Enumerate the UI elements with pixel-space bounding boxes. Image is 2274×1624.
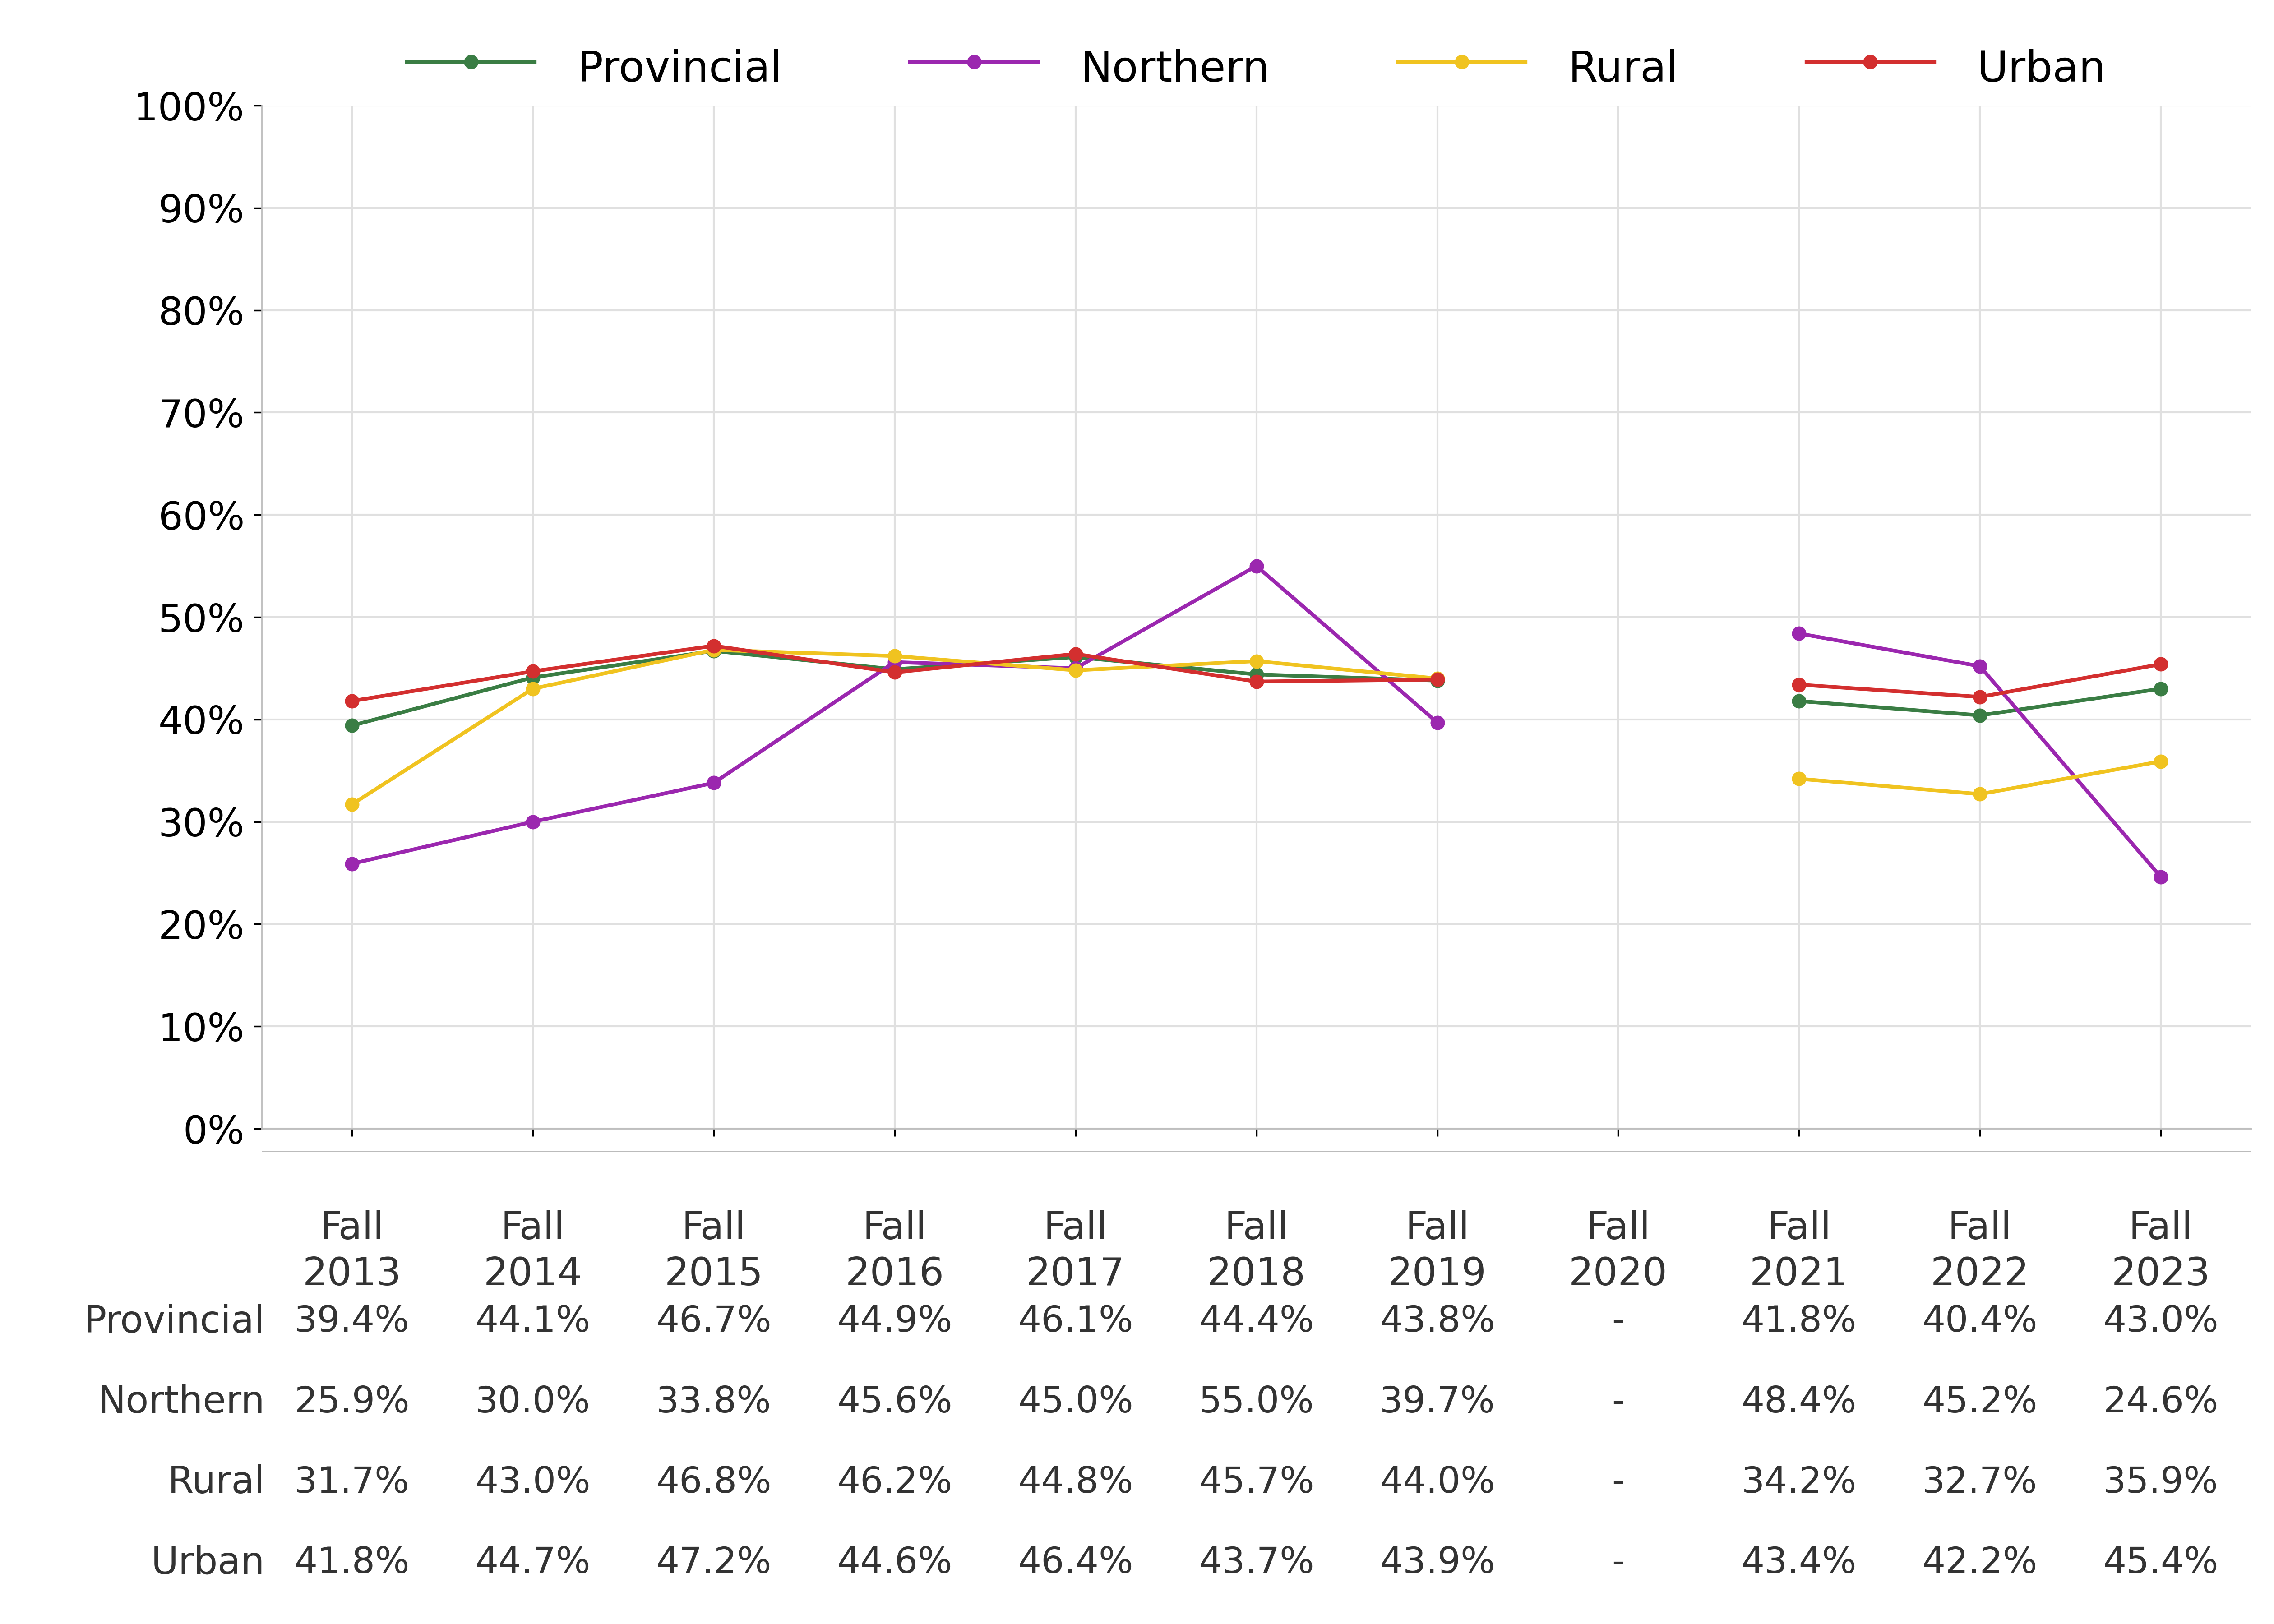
Text: 31.7%: 31.7% — [293, 1465, 409, 1501]
Rural — [518, 679, 546, 698]
Urban — [880, 663, 907, 682]
Text: Fall
2013: Fall 2013 — [302, 1210, 402, 1294]
Text: 43.0%: 43.0% — [2103, 1304, 2219, 1340]
Text: Rural: Rural — [168, 1465, 266, 1501]
Text: 39.4%: 39.4% — [293, 1304, 409, 1340]
Text: 44.0%: 44.0% — [1380, 1465, 1494, 1501]
Northern — [339, 854, 366, 874]
Provincial — [880, 659, 907, 679]
Text: 47.2%: 47.2% — [657, 1546, 771, 1580]
Text: Fall
2022: Fall 2022 — [1931, 1210, 2028, 1294]
Text: 39.7%: 39.7% — [1380, 1385, 1494, 1419]
Urban — [1424, 669, 1451, 689]
Text: 44.9%: 44.9% — [837, 1304, 953, 1340]
Rural — [1244, 651, 1271, 671]
Text: 48.4%: 48.4% — [1742, 1385, 1856, 1419]
Text: Urban: Urban — [152, 1544, 266, 1582]
Urban — [518, 661, 546, 680]
Provincial — [700, 641, 728, 661]
Rural — [339, 794, 366, 814]
Text: -: - — [1612, 1304, 1624, 1340]
Text: 45.4%: 45.4% — [2103, 1546, 2219, 1580]
Northern — [880, 653, 907, 672]
Line: Provincial: Provincial — [346, 645, 1444, 732]
Line: Urban: Urban — [346, 638, 1444, 708]
Text: Fall
2015: Fall 2015 — [664, 1210, 764, 1294]
Text: Northern: Northern — [98, 1384, 266, 1421]
Northern — [518, 812, 546, 831]
Provincial — [339, 716, 366, 736]
Text: 46.7%: 46.7% — [655, 1304, 771, 1340]
Text: 43.0%: 43.0% — [475, 1465, 591, 1501]
Text: 46.4%: 46.4% — [1019, 1546, 1132, 1580]
Text: 46.2%: 46.2% — [837, 1465, 953, 1501]
Urban — [700, 637, 728, 656]
Text: 43.8%: 43.8% — [1380, 1304, 1494, 1340]
Urban — [339, 692, 366, 711]
Text: 44.1%: 44.1% — [475, 1304, 591, 1340]
Rural — [700, 640, 728, 659]
Text: Fall
2020: Fall 2020 — [1569, 1210, 1667, 1294]
Text: 30.0%: 30.0% — [475, 1385, 591, 1419]
Text: 44.4%: 44.4% — [1198, 1304, 1314, 1340]
Text: 43.9%: 43.9% — [1380, 1546, 1494, 1580]
Provincial — [1244, 664, 1271, 684]
Rural — [1424, 669, 1451, 689]
Text: 43.4%: 43.4% — [1742, 1546, 1856, 1580]
Provincial — [1062, 648, 1089, 667]
Text: 24.6%: 24.6% — [2103, 1385, 2219, 1419]
Rural — [880, 646, 907, 666]
Northern — [1244, 555, 1271, 575]
Text: Fall
2018: Fall 2018 — [1207, 1210, 1305, 1294]
Text: 45.7%: 45.7% — [1198, 1465, 1314, 1501]
Text: Fall
2021: Fall 2021 — [1749, 1210, 1849, 1294]
Text: Fall
2023: Fall 2023 — [2110, 1210, 2210, 1294]
Text: 44.7%: 44.7% — [475, 1546, 591, 1580]
Line: Northern: Northern — [346, 559, 1444, 870]
Text: Provincial: Provincial — [84, 1304, 266, 1340]
Text: 45.0%: 45.0% — [1019, 1385, 1132, 1419]
Text: 44.8%: 44.8% — [1019, 1465, 1132, 1501]
Text: 45.2%: 45.2% — [1922, 1385, 2038, 1419]
Text: -: - — [1612, 1465, 1624, 1501]
Text: 45.6%: 45.6% — [837, 1385, 953, 1419]
Text: 40.4%: 40.4% — [1922, 1304, 2038, 1340]
Text: 42.2%: 42.2% — [1922, 1546, 2038, 1580]
Text: -: - — [1612, 1385, 1624, 1419]
Text: -: - — [1612, 1546, 1624, 1580]
Text: 35.9%: 35.9% — [2103, 1465, 2219, 1501]
Urban — [1244, 672, 1271, 692]
Provincial — [1424, 671, 1451, 690]
Text: 46.1%: 46.1% — [1019, 1304, 1132, 1340]
Text: 41.8%: 41.8% — [293, 1546, 409, 1580]
Text: Fall
2014: Fall 2014 — [484, 1210, 582, 1294]
Text: 33.8%: 33.8% — [655, 1385, 771, 1419]
Urban — [1062, 645, 1089, 664]
Text: Fall
2017: Fall 2017 — [1026, 1210, 1126, 1294]
Text: Fall
2016: Fall 2016 — [846, 1210, 944, 1294]
Text: 46.8%: 46.8% — [655, 1465, 771, 1501]
Northern — [1062, 659, 1089, 679]
Northern — [700, 773, 728, 793]
Text: 41.8%: 41.8% — [1742, 1304, 1856, 1340]
Text: 32.7%: 32.7% — [1922, 1465, 2038, 1501]
Legend: Provincial, Northern, Rural, Urban: Provincial, Northern, Rural, Urban — [389, 24, 2124, 110]
Text: 25.9%: 25.9% — [293, 1385, 409, 1419]
Northern — [1424, 713, 1451, 732]
Provincial — [518, 667, 546, 687]
Text: 55.0%: 55.0% — [1198, 1385, 1314, 1419]
Line: Rural: Rural — [346, 643, 1444, 812]
Text: 43.7%: 43.7% — [1198, 1546, 1314, 1580]
Text: 44.6%: 44.6% — [837, 1546, 953, 1580]
Text: 34.2%: 34.2% — [1742, 1465, 1856, 1501]
Rural — [1062, 661, 1089, 680]
Text: Fall
2019: Fall 2019 — [1387, 1210, 1487, 1294]
